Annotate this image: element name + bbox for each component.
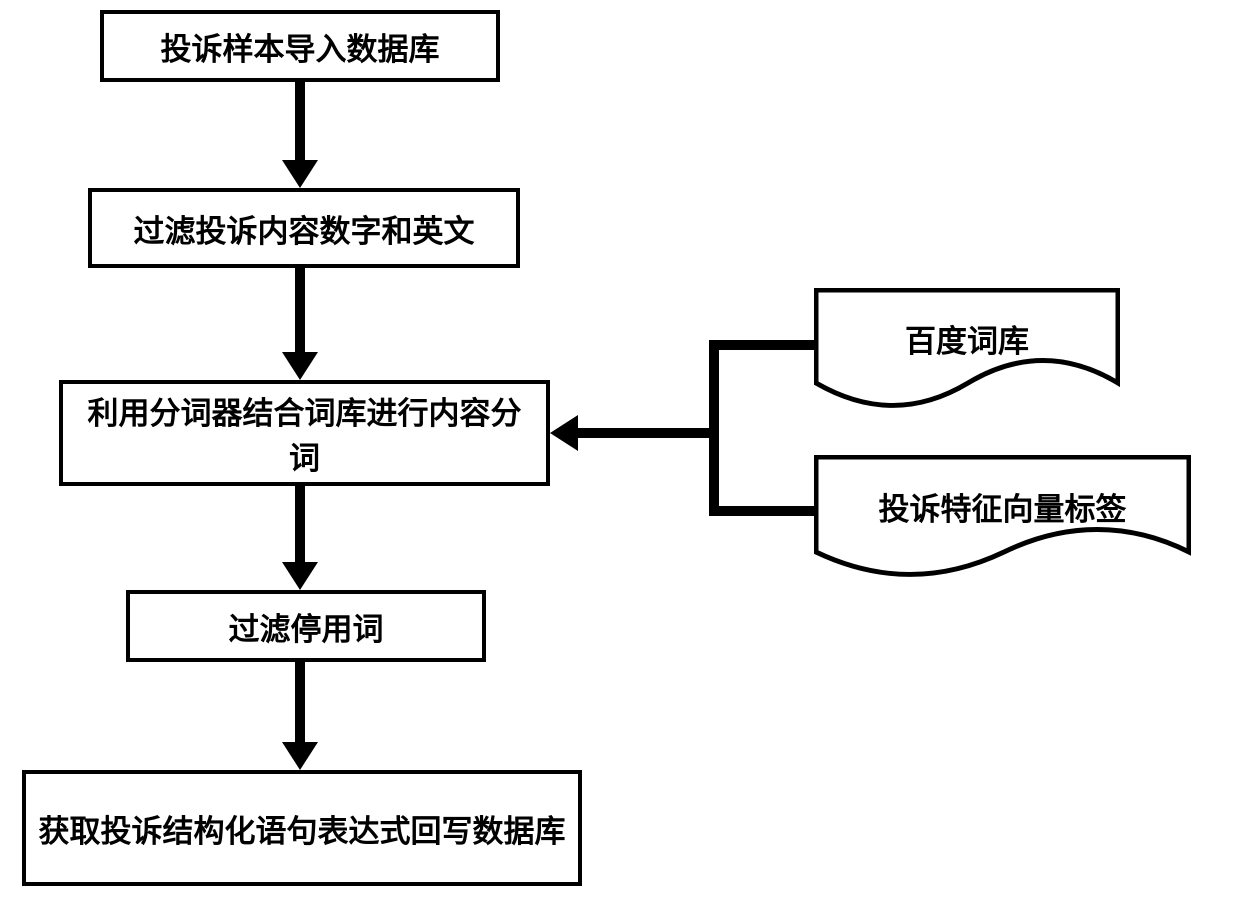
doc-complaint-feature-tag-label: 投诉特征向量标签 [814,484,1191,529]
arrow-to-step3-head [550,415,578,451]
flow-step-5: 获取投诉结构化语句表达式回写数据库 [22,770,582,886]
flow-step-2-label: 过滤投诉内容数字和英文 [134,206,475,251]
doc-baidu-thesaurus-label: 百度词库 [814,316,1120,361]
connector-doc1-h [709,340,814,350]
flowchart-container: 投诉样本导入数据库 过滤投诉内容数字和英文 利用分词器结合词库进行内容分词 过滤… [0,0,1240,919]
connector-doc2-h [709,506,814,516]
flow-step-1: 投诉样本导入数据库 [100,10,500,82]
flow-step-4-label: 过滤停用词 [229,604,384,649]
connector-to-step3 [578,428,719,438]
flow-step-3: 利用分词器结合词库进行内容分词 [59,380,550,486]
flow-step-4: 过滤停用词 [126,590,486,662]
flow-step-1-label: 投诉样本导入数据库 [161,24,440,69]
flow-step-5-label: 获取投诉结构化语句表达式回写数据库 [39,806,566,851]
flow-step-2: 过滤投诉内容数字和英文 [88,188,520,268]
flow-step-3-label: 利用分词器结合词库进行内容分词 [75,388,534,478]
